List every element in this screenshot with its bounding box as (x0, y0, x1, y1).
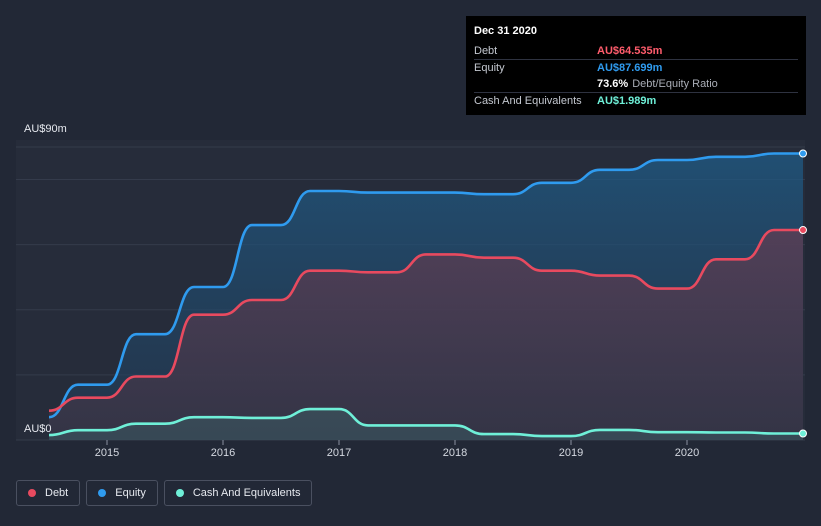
tooltip-debt-label: Debt (474, 45, 498, 57)
tooltip-row-equity: Equity AU$87.699m (474, 59, 798, 76)
tooltip-row-ratio: 73.6% Debt/Equity Ratio (474, 76, 798, 92)
tooltip-date: Dec 31 2020 (474, 25, 537, 37)
tooltip-panel: Dec 31 2020 Debt AU$64.535m Equity AU$87… (466, 16, 806, 115)
tooltip-ratio-value: 73.6% (597, 78, 629, 90)
endpoint-1 (799, 149, 807, 158)
y-axis-top-label: AU$90m (24, 123, 67, 135)
tooltip-cash-value: AU$1.989m (597, 95, 657, 107)
line-1 (48, 152, 803, 419)
legend-item-equity[interactable]: Equity (86, 480, 158, 506)
series-endpoints (799, 149, 807, 438)
series-lines (48, 152, 803, 438)
cash-dot-icon (175, 489, 184, 497)
x-tick-label-0: 2015 (95, 447, 119, 459)
tooltip-equity-value: AU$87.699m (597, 62, 663, 74)
legend-equity-label: Equity (115, 487, 146, 499)
area-2 (49, 409, 803, 440)
legend-item-debt[interactable]: Debt (16, 480, 81, 506)
line-0 (48, 228, 803, 412)
x-tick-label-3: 2018 (443, 447, 467, 459)
tooltip-row-cash: Cash And Equivalents AU$1.989m (474, 92, 798, 109)
debt-dot-icon (28, 489, 36, 497)
equity-dot-icon (98, 489, 107, 497)
tooltip-cash-label: Cash And Equivalents (474, 95, 582, 107)
x-axis: 2015 2016 2017 2018 2019 2020 (95, 440, 699, 459)
tooltip-debt-value: AU$64.535m (597, 45, 663, 57)
chart-legend: Debt Equity Cash And Equivalents (16, 480, 313, 506)
x-tick-label-5: 2020 (675, 447, 699, 459)
series-areas (49, 153, 803, 440)
legend-cash-label: Cash And Equivalents (192, 487, 301, 499)
endpoint-0 (799, 226, 807, 235)
line-2 (48, 407, 803, 438)
tooltip-ratio-label: Debt/Equity Ratio (632, 78, 718, 90)
legend-item-cash[interactable]: Cash And Equivalents (163, 480, 313, 506)
x-tick-label-1: 2016 (211, 447, 235, 459)
legend-debt-label: Debt (45, 487, 69, 499)
y-axis-bottom-label: AU$0 (24, 423, 52, 435)
area-0 (49, 230, 803, 440)
tooltip-equity-label: Equity (474, 62, 505, 74)
tooltip-row-debt: Debt AU$64.535m (474, 43, 798, 59)
endpoint-2 (799, 429, 807, 438)
x-tick-label-4: 2019 (559, 447, 583, 459)
x-tick-label-2: 2017 (327, 447, 351, 459)
